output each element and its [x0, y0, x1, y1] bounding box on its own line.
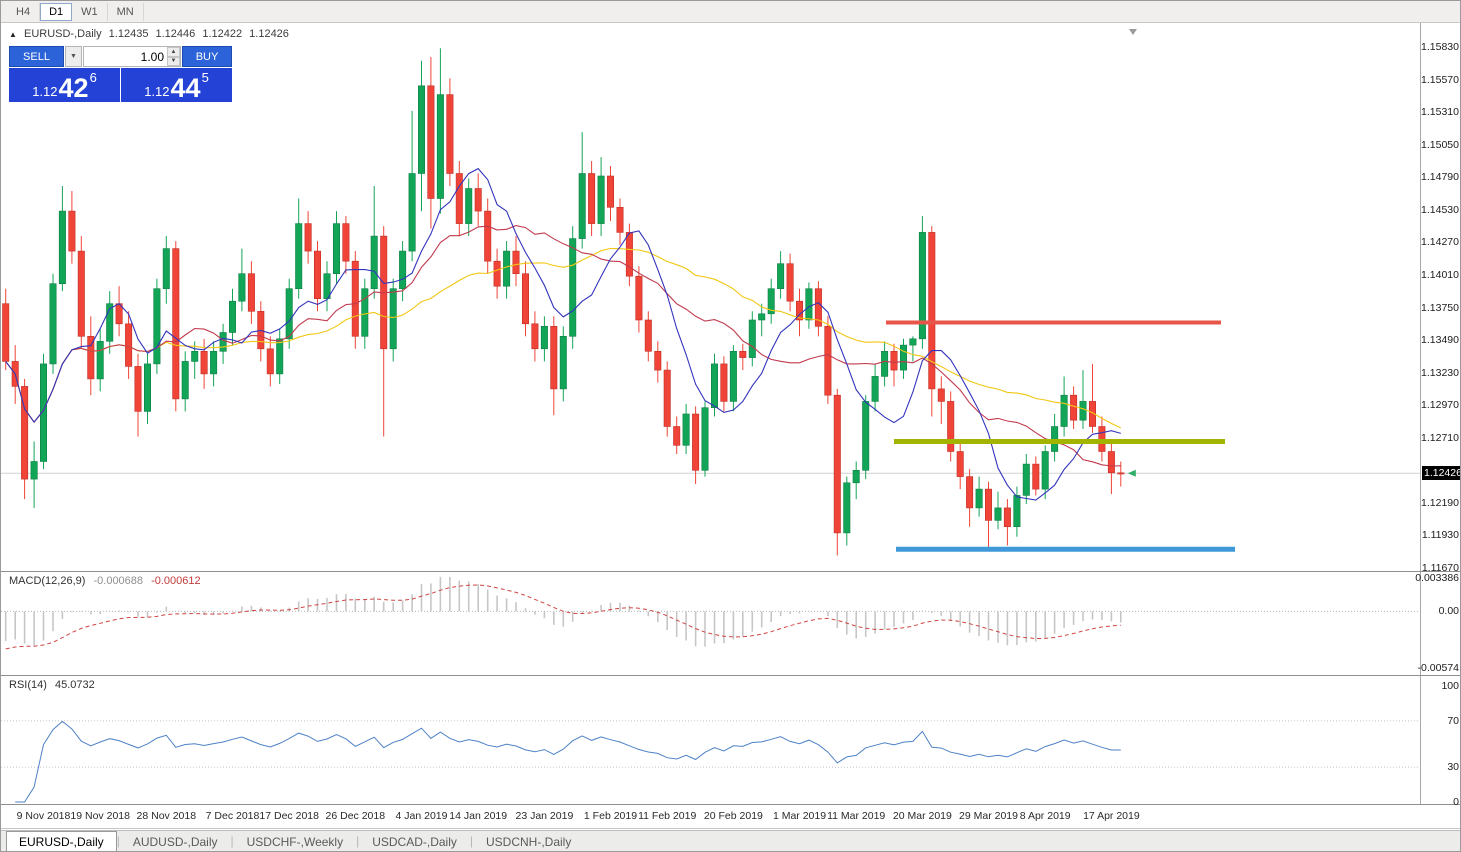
- sell-button[interactable]: SELL: [9, 46, 64, 67]
- macd-scale-label: 0.00: [1438, 605, 1459, 618]
- ohlc-close: 1.12426: [249, 28, 289, 40]
- price-scale-label: 1.15830: [1421, 41, 1459, 53]
- price-scale-label: 1.11930: [1421, 529, 1459, 542]
- rsi-scale-label: 70: [1447, 714, 1459, 727]
- macd-panel: MACD(12,26,9) -0.000688 -0.000612 0.0033…: [1, 572, 1460, 676]
- timeframe-button-mn[interactable]: MN: [108, 2, 144, 21]
- chart-tabs-bar: EURUSD-,Daily | AUDUSD-,Daily | USDCHF-,Week…: [1, 830, 1460, 851]
- timeframe-toolbar: H4 D1 W1 MN: [1, 1, 1460, 23]
- price-scale-label: 1.15310: [1421, 106, 1459, 119]
- price-scale-label: 1.14790: [1421, 171, 1459, 184]
- buy-price-main: 44: [170, 73, 201, 104]
- time-scale-label: 20 Feb 2019: [703, 810, 763, 822]
- timeframe-button-d1[interactable]: D1: [40, 2, 73, 21]
- time-scale-label: 23 Jan 2019: [515, 810, 574, 822]
- macd-chart-surface[interactable]: [1, 572, 1420, 676]
- current-price-badge: 1.12426: [1422, 466, 1460, 481]
- tab-divider: |: [116, 834, 120, 848]
- volume-up-icon[interactable]: ▲: [167, 47, 180, 57]
- price-scale-label: 1.12190: [1421, 496, 1459, 509]
- price-scale-label: 1.11670: [1421, 562, 1459, 574]
- tab-divider: |: [356, 834, 360, 848]
- volume-down-icon[interactable]: ▼: [167, 56, 180, 66]
- volume-stepper[interactable]: ▲ ▼: [167, 47, 180, 66]
- chart-symbol-label: EURUSD-,Daily: [23, 28, 102, 40]
- rsi-chart-surface[interactable]: [1, 676, 1420, 805]
- macd-label: MACD(12,26,9): [9, 575, 86, 587]
- time-scale-label: 9 Nov 2018: [16, 810, 71, 822]
- buy-price-button[interactable]: 1.12 44 5: [121, 68, 232, 102]
- chart-shift-marker-icon[interactable]: [1129, 29, 1137, 35]
- time-scale: 9 Nov 2018 19 Nov 2018 28 Nov 2018 7 Dec 20…: [1, 805, 1460, 829]
- price-scale-label: 1.14530: [1421, 203, 1459, 216]
- rsi-panel: RSI(14) 45.0732 100 70 30 0: [1, 676, 1460, 808]
- time-scale-label: 19 Nov 2018: [70, 810, 130, 822]
- macd-scale: 0.003386 0.00 -0.00574: [1415, 572, 1460, 675]
- price-scale-label: 1.12970: [1421, 399, 1459, 412]
- price-scale-label: 1.15570: [1421, 73, 1459, 86]
- time-scale-label: 14 Jan 2019: [449, 810, 508, 822]
- time-scale-label: 20 Mar 2019: [892, 810, 952, 822]
- price-chart-surface[interactable]: [1, 23, 1420, 572]
- time-scale-label: 17 Apr 2019: [1083, 810, 1140, 822]
- chart-ohlc-header: ▲ EURUSD-,Daily 1.12435 1.12446 1.12422 …: [9, 28, 293, 40]
- ohlc-open: 1.12435: [108, 28, 149, 40]
- chart-tab-usdchf-weekly[interactable]: USDCHF-,Weekly: [246, 835, 344, 849]
- macd-main-value: -0.000688: [93, 575, 144, 587]
- price-scale-label: 1.12710: [1421, 431, 1459, 444]
- macd-signal-value: -0.000612: [151, 575, 201, 587]
- rsi-value: 45.0732: [54, 679, 95, 691]
- price-chart-panel: ▲ EURUSD-,Daily 1.12435 1.12446 1.12422 …: [1, 23, 1460, 574]
- time-scale-label: 8 Apr 2019: [1019, 810, 1071, 822]
- buy-price-sup: 5: [201, 70, 209, 85]
- macd-scale-label: 0.003386: [1415, 572, 1459, 584]
- one-click-trading-panel: SELL ▼ ▲ ▼ BUY 1.12 42 6 1.1: [9, 46, 233, 102]
- rsi-scale-label: 30: [1447, 761, 1459, 774]
- timeframe-button-w1[interactable]: W1: [72, 2, 108, 21]
- sell-price-main: 42: [58, 73, 89, 104]
- chart-tab-audusd-daily[interactable]: AUDUSD-,Daily: [132, 835, 218, 849]
- time-scale-label: 1 Mar 2019: [772, 810, 827, 822]
- tab-divider: |: [230, 834, 234, 848]
- volume-input[interactable]: [83, 46, 181, 67]
- price-scale-label: 1.13750: [1421, 301, 1459, 314]
- rsi-scale: 100 70 30 0: [1420, 676, 1460, 808]
- time-scale-label: 11 Mar 2019: [827, 810, 886, 822]
- collapse-arrow-icon[interactable]: ▲: [9, 30, 17, 39]
- time-scale-label: 28 Nov 2018: [136, 810, 197, 822]
- time-scale-label: 4 Jan 2019: [395, 810, 448, 822]
- time-scale-label: 17 Dec 2018: [259, 810, 319, 822]
- sell-price-prefix: 1.12: [32, 84, 58, 99]
- price-scale-label: 1.15050: [1421, 138, 1459, 151]
- price-scale-label: 1.13490: [1421, 334, 1459, 347]
- ohlc-low: 1.12422: [202, 28, 243, 40]
- price-scale-label: 1.14270: [1421, 236, 1459, 249]
- rsi-header: RSI(14) 45.0732: [9, 679, 100, 691]
- buy-button[interactable]: BUY: [182, 46, 232, 67]
- chart-tab-usdcnh-daily[interactable]: USDCNH-,Daily: [486, 835, 572, 849]
- chart-tab-eurusd-daily[interactable]: EURUSD-,Daily: [6, 831, 117, 851]
- time-scale-label: 29 Mar 2019: [959, 810, 1018, 822]
- chart-tab-usdcad-daily[interactable]: USDCAD-,Daily: [372, 835, 457, 849]
- rsi-label: RSI(14): [9, 679, 47, 691]
- time-scale-label: 11 Feb 2019: [638, 810, 697, 822]
- ohlc-high: 1.12446: [155, 28, 196, 40]
- time-scale-label: 1 Feb 2019: [583, 810, 638, 822]
- price-scale: 1.12426 1.15830 1.15570 1.15310 1.15050 1.14…: [1420, 23, 1460, 574]
- sell-price-button[interactable]: 1.12 42 6: [9, 68, 120, 102]
- price-scale-label: 1.13230: [1421, 366, 1459, 379]
- tab-divider: |: [469, 834, 474, 848]
- time-scale-label: 7 Dec 2018: [205, 810, 260, 822]
- timeframe-button-h4[interactable]: H4: [7, 2, 41, 21]
- rsi-scale-label: 0: [1453, 796, 1459, 808]
- rsi-scale-label: 100: [1441, 680, 1459, 692]
- macd-header: MACD(12,26,9) -0.000688 -0.000612: [9, 575, 206, 587]
- buy-price-prefix: 1.12: [144, 84, 170, 99]
- macd-scale-label: -0.00574: [1417, 662, 1459, 674]
- sell-price-sup: 6: [89, 70, 97, 85]
- time-scale-label: 26 Dec 2018: [325, 810, 386, 822]
- volume-dropdown-icon[interactable]: ▼: [65, 46, 82, 67]
- price-scale-label: 1.14010: [1421, 268, 1459, 281]
